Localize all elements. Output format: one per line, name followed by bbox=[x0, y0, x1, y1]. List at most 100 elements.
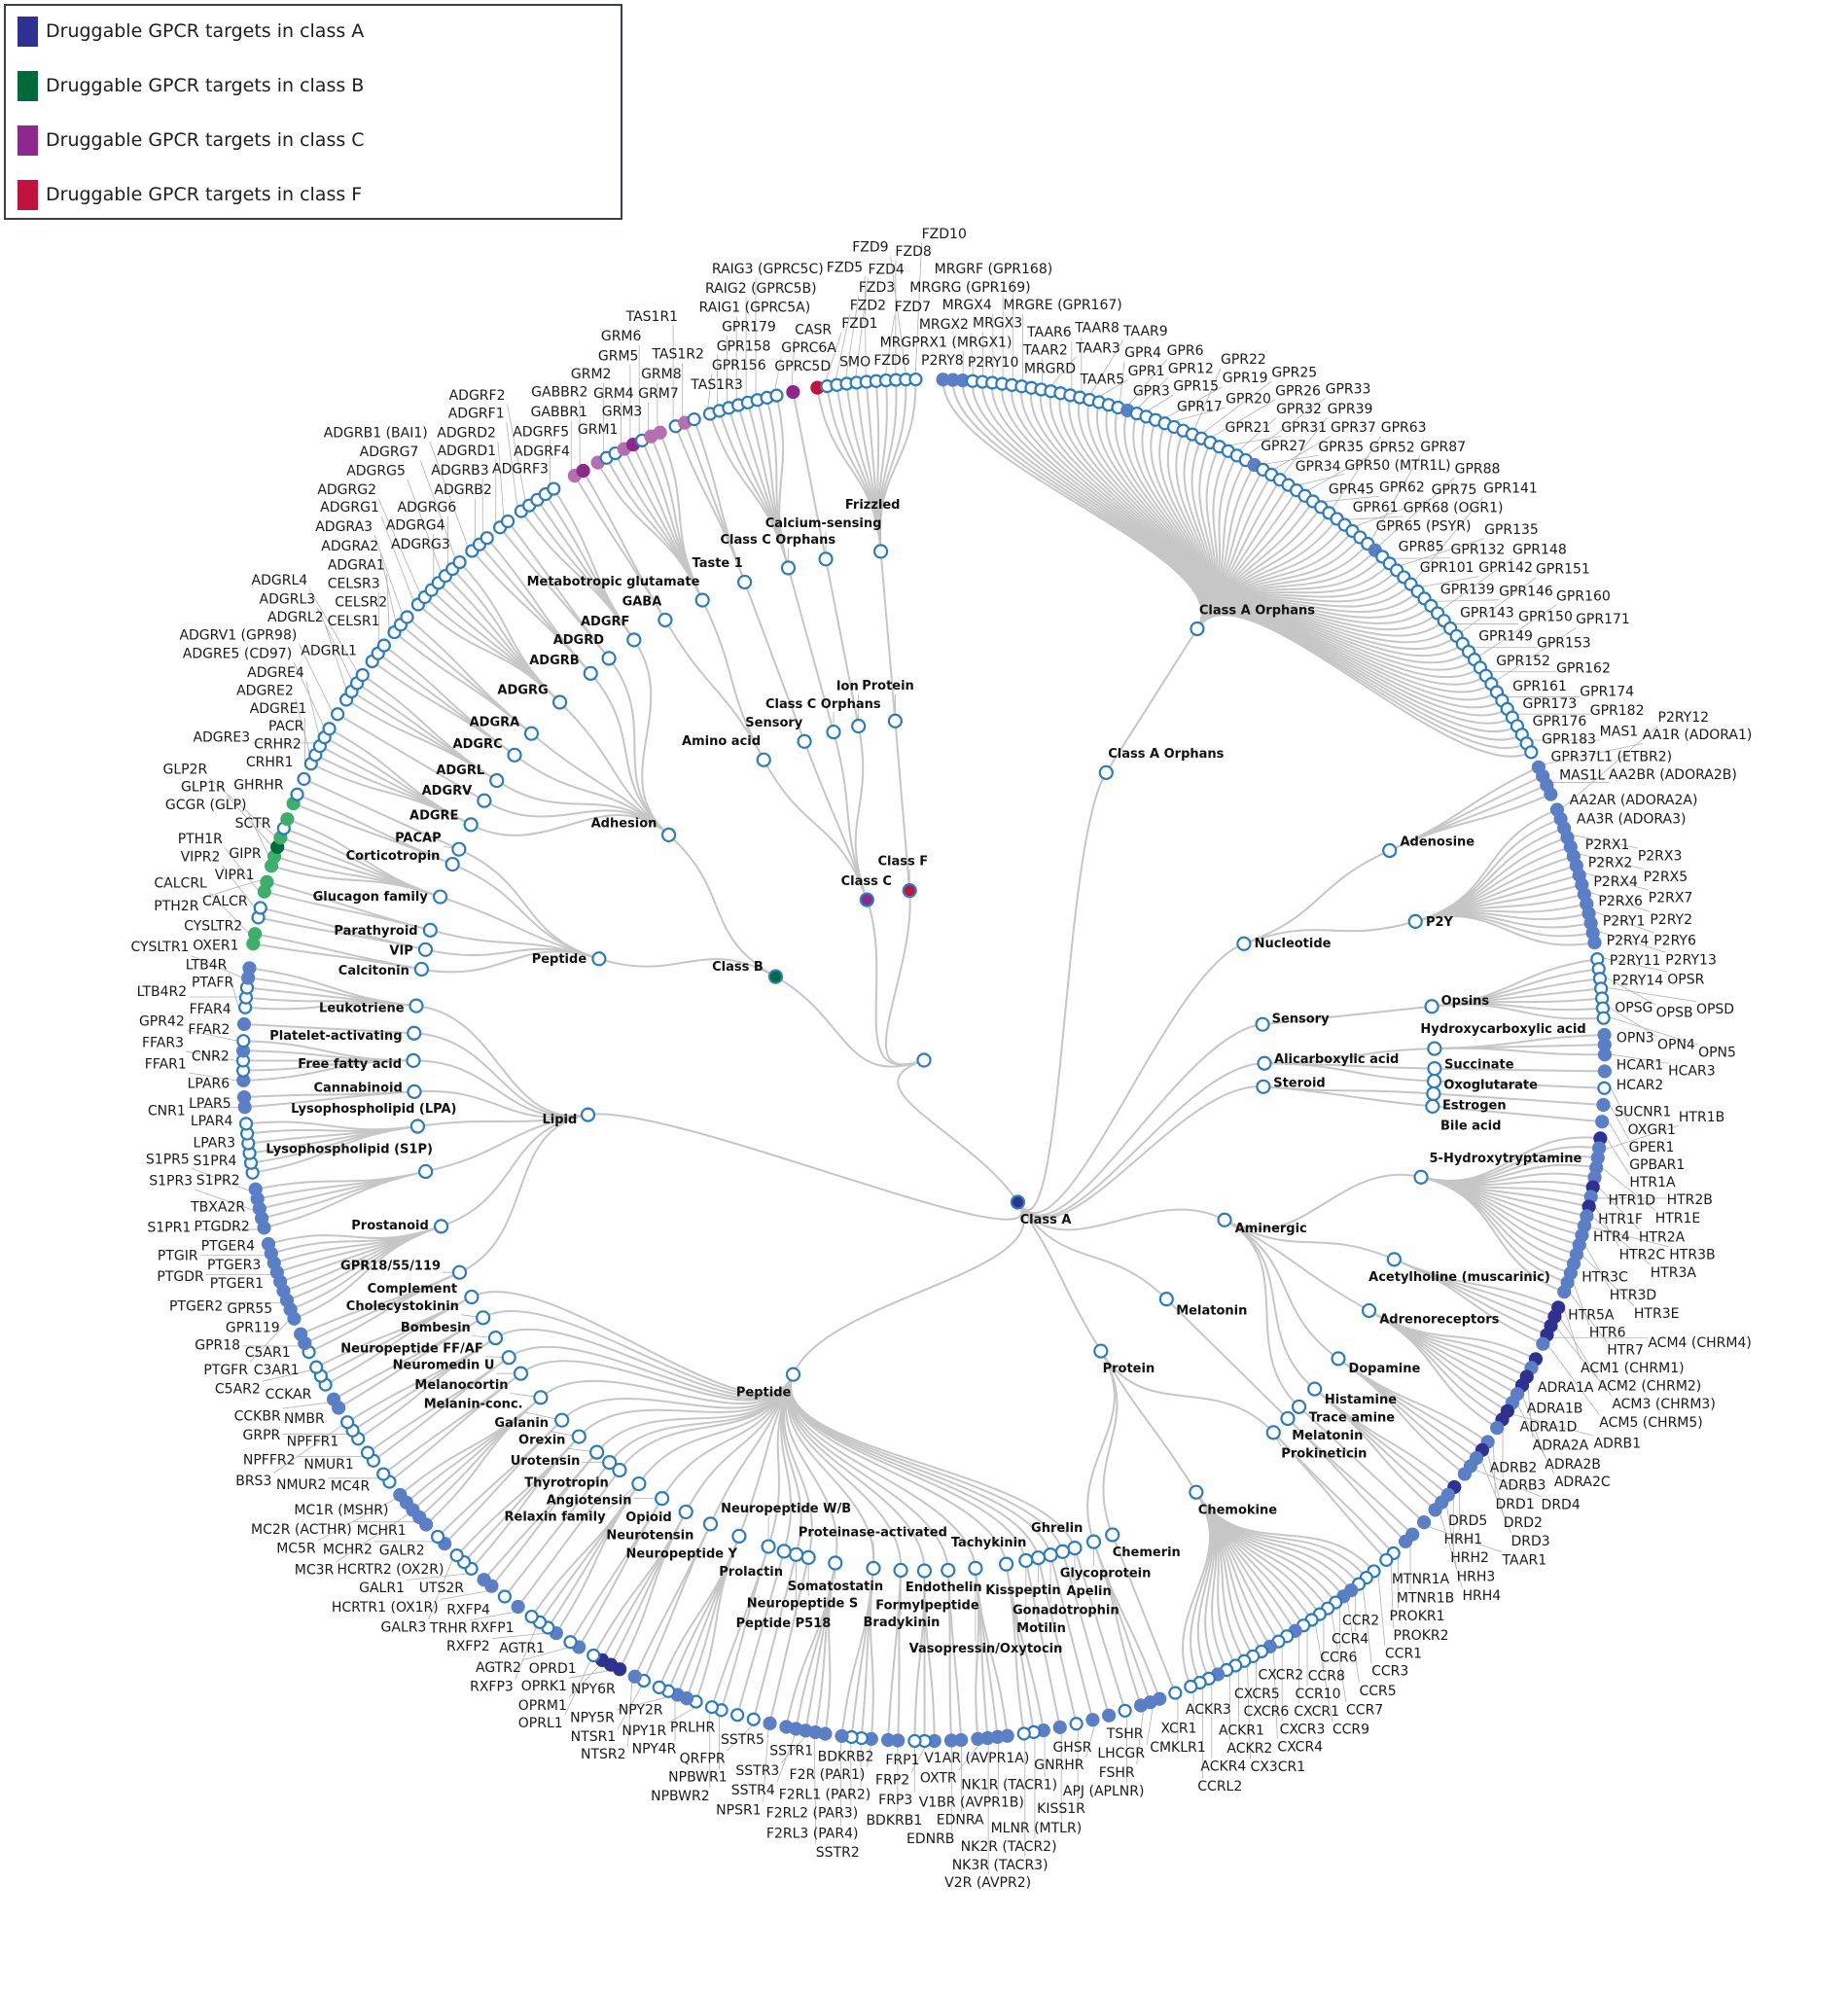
branch-node-adgrv bbox=[477, 793, 492, 808]
branch-label: Bradykinin bbox=[864, 1616, 941, 1630]
leaf-label: GPR15 bbox=[1173, 379, 1219, 395]
leaf-label: GPR52 bbox=[1369, 440, 1415, 455]
label-leader-line bbox=[406, 1573, 467, 1581]
leaf-node-adgrb3 bbox=[480, 531, 494, 546]
label-leader-line bbox=[298, 643, 333, 711]
branch-node-lipid bbox=[580, 1107, 596, 1122]
leaf-label: GRPR bbox=[243, 1428, 281, 1443]
branch-label: Cannabinoid bbox=[313, 1081, 402, 1095]
branch-node-urotensin bbox=[602, 1455, 618, 1471]
label-leader-line bbox=[958, 1745, 979, 1771]
label-leader-line bbox=[429, 441, 469, 547]
leaf-label: MTNR1A bbox=[1392, 1572, 1450, 1587]
branch-node-pacap bbox=[451, 841, 467, 857]
leaf-label: MTNR1B bbox=[1397, 1591, 1454, 1607]
label-leader-line bbox=[1585, 872, 1649, 891]
leaf-label: P2RX1 bbox=[1585, 837, 1630, 853]
label-leader-line bbox=[791, 338, 796, 386]
leaf-label: NPY5R bbox=[570, 1711, 615, 1726]
leaf-label: ADGRG3 bbox=[391, 537, 450, 552]
leaf-label: GHSR bbox=[1052, 1740, 1091, 1756]
tree-link bbox=[255, 1170, 426, 1190]
branch-label: Neuromedin U bbox=[393, 1359, 495, 1373]
leaf-label: NPY2R bbox=[619, 1703, 663, 1719]
label-leader-line bbox=[1136, 1712, 1144, 1765]
leaf-label: SSTR2 bbox=[816, 1845, 860, 1861]
tree-link bbox=[346, 1336, 497, 1424]
label-leader-line bbox=[497, 442, 505, 516]
branch-node-class-a-orphans bbox=[1190, 621, 1205, 637]
leaf-label: GPR37L1 (ETBR2) bbox=[1551, 749, 1673, 764]
tree-link bbox=[415, 1005, 588, 1118]
label-leader-line bbox=[1595, 911, 1654, 934]
leaf-label: TAS1R1 bbox=[625, 309, 678, 325]
leaf-label: V1AR (AVPR1A) bbox=[924, 1751, 1029, 1766]
tree-link bbox=[786, 1373, 875, 1569]
branch-label: Hydroxycarboxylic acid bbox=[1420, 1022, 1585, 1037]
label-leader-line bbox=[1582, 1256, 1635, 1306]
leaf-label: MRGPRX1 (MRGX1) bbox=[880, 336, 1013, 351]
branch-node-protein bbox=[887, 713, 903, 728]
branch-node-adhesion bbox=[660, 827, 677, 843]
leaf-label: TAAR8 bbox=[1074, 321, 1119, 337]
tree-link bbox=[1420, 1176, 1568, 1284]
label-leader-line bbox=[1401, 538, 1485, 566]
tree-link bbox=[1262, 1085, 1433, 1108]
leaf-label: PTGDR2 bbox=[194, 1220, 249, 1235]
leaf-label: CCRL2 bbox=[1197, 1779, 1242, 1795]
leaf-label: MCHR2 bbox=[323, 1542, 373, 1557]
leaf-label: GPR135 bbox=[1484, 522, 1539, 538]
leaf-node-crhr2 bbox=[290, 787, 304, 801]
tree-link bbox=[667, 834, 776, 978]
leaf-label: DRD1 bbox=[1496, 1497, 1535, 1512]
tree-link bbox=[1099, 1350, 1197, 1493]
tree-link bbox=[267, 1225, 442, 1245]
leaf-label: GPR160 bbox=[1556, 588, 1611, 604]
leaf-label: CCR5 bbox=[1359, 1684, 1396, 1699]
branch-node-aminergic bbox=[1217, 1212, 1232, 1227]
leaf-label: CCR9 bbox=[1333, 1722, 1369, 1737]
leaf-label: P2RY2 bbox=[1650, 912, 1692, 928]
branch-node-relaxin-family bbox=[631, 1475, 647, 1492]
leaf-label: ADGRB1 (BAI1) bbox=[324, 426, 428, 442]
branch-node-bombesin bbox=[487, 1330, 504, 1346]
leaf-label: GPR173 bbox=[1522, 696, 1577, 712]
tree-link bbox=[516, 1469, 621, 1608]
leaf-label: AA3R (ADORA3) bbox=[1577, 811, 1687, 827]
leaf-label: UTS2R bbox=[419, 1581, 465, 1596]
leaf-label: PTGDR bbox=[157, 1269, 204, 1285]
leaf-label: P2RY12 bbox=[1658, 710, 1710, 726]
tree-link bbox=[1016, 1201, 1226, 1231]
branch-node-cholecystokinin bbox=[476, 1310, 491, 1326]
leaf-label: TRHR bbox=[429, 1620, 468, 1636]
leaf-label: RAIG1 (GPRC5A) bbox=[699, 301, 811, 316]
legend-swatch-class-b bbox=[18, 70, 38, 101]
leaf-label: CCR10 bbox=[1295, 1687, 1340, 1702]
leaf-label: CCR8 bbox=[1308, 1668, 1345, 1684]
branch-label: Class A bbox=[1020, 1213, 1072, 1227]
leaf-label: OPSB bbox=[1656, 1006, 1693, 1021]
leaf-label: GPR87 bbox=[1420, 440, 1466, 455]
branch-node-histamine bbox=[1307, 1381, 1323, 1397]
tree-link bbox=[329, 728, 472, 826]
branch-label: Opsins bbox=[1441, 994, 1490, 1009]
tree-link bbox=[485, 537, 592, 674]
tree-link bbox=[1420, 1176, 1565, 1294]
leaf-node-oxgr1 bbox=[1597, 1081, 1612, 1095]
leaf-label: ACKR2 bbox=[1226, 1741, 1272, 1757]
branch-node-vasopressin-oxytocin bbox=[968, 1560, 983, 1576]
leaf-node-adgre5-cd97 bbox=[322, 722, 337, 736]
branch-label: GABA bbox=[622, 594, 662, 609]
leaf-label: MRGX4 bbox=[942, 298, 992, 313]
label-leader-line bbox=[1573, 1284, 1590, 1326]
leaf-label: AGTR2 bbox=[476, 1660, 521, 1676]
branch-label: Class A Orphans bbox=[1108, 747, 1224, 762]
tree-link bbox=[441, 1114, 588, 1227]
branch-node-bile-acid bbox=[1425, 1098, 1440, 1115]
leaf-label: PROKR1 bbox=[1390, 1609, 1445, 1624]
leaf-label: P2RX2 bbox=[1588, 855, 1633, 871]
label-leader-line bbox=[1560, 1319, 1599, 1379]
branch-node-adgrc bbox=[507, 747, 522, 763]
tree-link bbox=[1182, 1491, 1211, 1688]
leaf-label: NMBR bbox=[284, 1411, 325, 1427]
